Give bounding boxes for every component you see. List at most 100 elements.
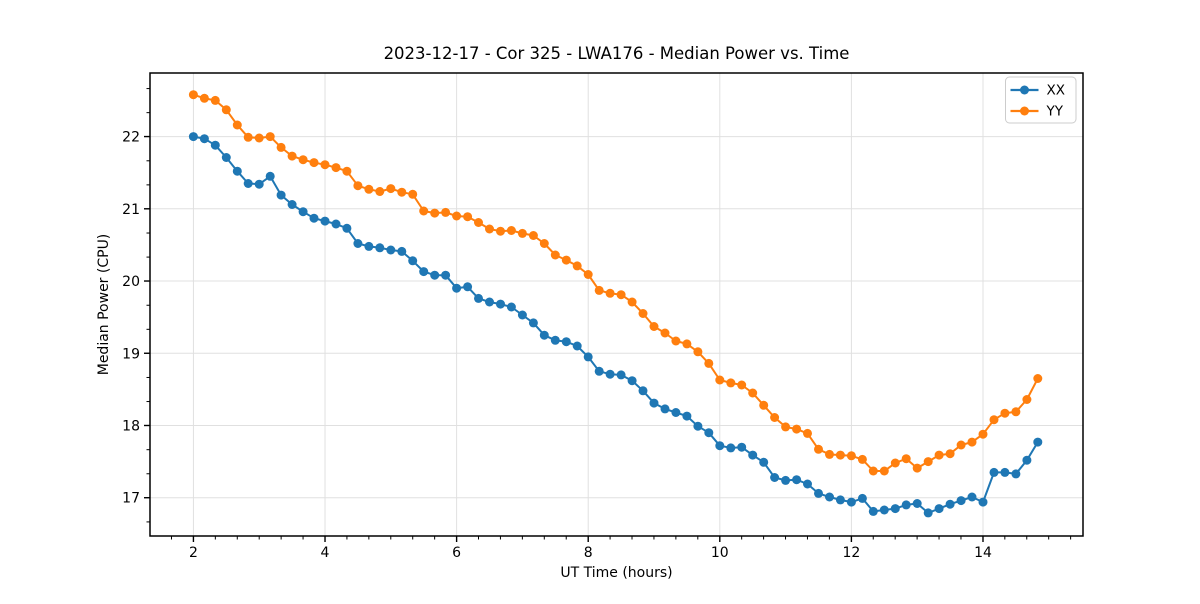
data-point: [1022, 455, 1032, 465]
data-point: [309, 213, 319, 223]
data-point: [682, 411, 692, 421]
data-point: [419, 267, 429, 277]
data-point: [616, 370, 626, 380]
data-point: [748, 450, 758, 460]
x-tick-label: 12: [842, 545, 860, 561]
data-point: [814, 488, 823, 498]
legend: XX YY: [1005, 76, 1077, 124]
legend-item-xx: XX: [1010, 83, 1065, 99]
data-point: [463, 212, 473, 222]
data-point: [857, 493, 867, 503]
data-point: [496, 299, 505, 309]
legend-frame: [1005, 76, 1077, 124]
x-tick-label: 10: [711, 545, 729, 561]
data-point: [353, 181, 363, 191]
data-point: [901, 500, 911, 510]
y-tick-label: 19: [122, 346, 140, 362]
data-point: [583, 352, 593, 362]
data-point: [759, 457, 769, 467]
data-point: [605, 288, 615, 298]
legend-marker-yy: [1020, 106, 1029, 116]
data-point: [825, 449, 834, 459]
data-point: [452, 283, 462, 293]
data-point: [309, 158, 319, 168]
data-point: [254, 133, 264, 143]
data-point: [803, 479, 812, 489]
data-point: [430, 208, 440, 218]
x-tick-label: 14: [974, 545, 992, 561]
data-point: [1022, 395, 1032, 404]
data-point: [978, 429, 988, 439]
data-point: [517, 228, 527, 238]
data-point: [474, 218, 483, 227]
data-point: [397, 187, 407, 197]
data-point: [594, 366, 604, 376]
data-point: [506, 226, 516, 235]
grid-layer: [150, 73, 1083, 536]
data-point: [517, 310, 527, 320]
data-point: [419, 206, 429, 216]
data-point: [485, 224, 494, 234]
data-point: [660, 328, 670, 338]
data-point: [781, 422, 791, 432]
series-line-xx: [192, 135, 1039, 514]
data-point: [265, 171, 275, 181]
data-point: [835, 495, 845, 505]
data-point: [967, 492, 977, 502]
data-point: [726, 443, 736, 453]
data-point: [879, 505, 889, 515]
data-point: [243, 132, 253, 142]
data-point: [671, 336, 681, 346]
data-point: [627, 297, 637, 307]
data-point: [550, 335, 560, 345]
data-point: [364, 241, 374, 251]
data-point: [945, 499, 955, 509]
y-tick-label: 18: [122, 418, 140, 434]
data-point: [737, 442, 747, 452]
data-point: [879, 466, 889, 476]
data-point: [792, 475, 802, 485]
data-point: [890, 504, 900, 514]
data-point: [528, 231, 538, 240]
data-point: [561, 337, 571, 347]
data-point: [759, 400, 769, 410]
y-axis-label: Median Power (CPU): [96, 234, 112, 376]
data-point: [397, 246, 407, 256]
data-point: [298, 155, 308, 165]
data-point: [1033, 374, 1043, 383]
data-point: [539, 239, 549, 248]
data-point: [1011, 407, 1021, 417]
data-point: [835, 450, 845, 460]
series-line-yy: [192, 93, 1039, 472]
data-point: [693, 421, 703, 431]
data-point: [704, 358, 714, 368]
data-point: [276, 190, 286, 200]
data-point: [386, 245, 396, 255]
data-point: [342, 223, 352, 233]
data-point: [638, 386, 648, 396]
data-point: [386, 184, 396, 194]
tick-layer: [144, 88, 1072, 542]
data-point: [287, 200, 297, 209]
data-point: [496, 226, 505, 236]
data-point: [232, 120, 242, 130]
data-point: [912, 463, 922, 473]
y-tick-label: 20: [122, 274, 140, 290]
data-point: [671, 408, 681, 417]
data-point: [616, 290, 626, 300]
data-point: [770, 473, 780, 482]
data-point: [594, 285, 604, 295]
data-point: [210, 140, 220, 150]
data-point: [572, 261, 582, 271]
data-point: [649, 322, 659, 331]
data-point: [572, 341, 582, 351]
data-point: [364, 184, 374, 194]
data-point: [583, 270, 593, 279]
data-point: [649, 398, 659, 408]
data-point: [528, 318, 538, 328]
data-point: [1000, 467, 1010, 477]
x-tick-label: 6: [452, 545, 461, 561]
data-point: [1000, 408, 1010, 418]
y-tick-label: 22: [122, 130, 140, 146]
